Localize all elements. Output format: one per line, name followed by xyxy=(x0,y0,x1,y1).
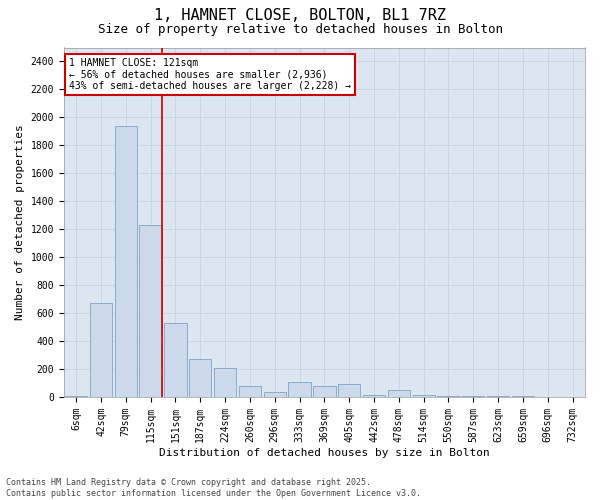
Bar xyxy=(363,396,385,397)
Bar xyxy=(338,384,361,397)
Bar xyxy=(139,225,162,397)
Bar xyxy=(388,390,410,397)
Bar xyxy=(487,396,509,397)
Bar xyxy=(462,396,484,397)
Bar xyxy=(437,396,460,397)
Text: Size of property relative to detached houses in Bolton: Size of property relative to detached ho… xyxy=(97,22,503,36)
Bar xyxy=(263,392,286,397)
Text: Contains HM Land Registry data © Crown copyright and database right 2025.
Contai: Contains HM Land Registry data © Crown c… xyxy=(6,478,421,498)
Bar xyxy=(313,386,335,397)
Bar xyxy=(164,323,187,397)
Bar xyxy=(214,368,236,397)
Bar xyxy=(512,396,534,397)
Text: 1 HAMNET CLOSE: 121sqm
← 56% of detached houses are smaller (2,936)
43% of semi-: 1 HAMNET CLOSE: 121sqm ← 56% of detached… xyxy=(69,58,351,91)
Bar xyxy=(90,304,112,397)
Bar xyxy=(413,396,435,397)
Bar xyxy=(289,382,311,397)
Bar xyxy=(239,386,261,397)
Bar xyxy=(65,396,88,397)
Bar xyxy=(115,126,137,397)
Text: 1, HAMNET CLOSE, BOLTON, BL1 7RZ: 1, HAMNET CLOSE, BOLTON, BL1 7RZ xyxy=(154,8,446,22)
Bar xyxy=(189,359,211,397)
Y-axis label: Number of detached properties: Number of detached properties xyxy=(15,124,25,320)
X-axis label: Distribution of detached houses by size in Bolton: Distribution of detached houses by size … xyxy=(159,448,490,458)
